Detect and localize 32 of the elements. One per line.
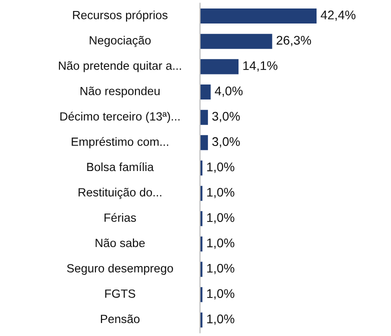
data-label: 1,0% xyxy=(207,213,234,224)
data-label: 3,0% xyxy=(212,112,240,122)
data-label: 1,0% xyxy=(207,289,234,300)
data-label: 4,0% xyxy=(214,86,243,97)
y-tick-label: Não respondeu xyxy=(80,86,160,98)
y-tick-label: Seguro desemprego xyxy=(67,264,173,275)
bar xyxy=(200,134,209,151)
y-tick-label: Bolsa família xyxy=(87,162,154,172)
bar xyxy=(200,58,240,75)
y-tick-label: Férias xyxy=(104,213,136,222)
y-tick-label: Não sabe xyxy=(96,238,145,248)
y-tick-label: Empréstimo com... xyxy=(72,137,168,148)
data-label: 14,1% xyxy=(243,61,278,72)
data-label: 1,0% xyxy=(207,162,234,173)
y-tick-label: Não pretende quitar a... xyxy=(58,61,181,72)
data-label: 26,3% xyxy=(276,36,312,46)
data-label: 3,0% xyxy=(212,137,240,148)
data-label: 1,0% xyxy=(207,314,234,325)
y-tick-label: FGTS xyxy=(105,289,136,298)
bar xyxy=(200,109,209,126)
y-tick-label: Restituição do... xyxy=(78,188,162,199)
y-tick-label: Pensão xyxy=(100,314,140,324)
data-label: 1,0% xyxy=(207,188,234,198)
y-tick-label: Negociação xyxy=(90,36,151,47)
bar xyxy=(200,33,273,50)
y-tick-label: Recursos próprios xyxy=(73,10,168,22)
data-label: 1,0% xyxy=(207,264,234,274)
data-label: 1,0% xyxy=(207,238,234,249)
bar xyxy=(200,84,212,100)
y-tick-label: Décimo terceiro (13ª)... xyxy=(60,112,180,123)
data-label: 42,4% xyxy=(320,10,356,21)
bar xyxy=(200,8,318,24)
